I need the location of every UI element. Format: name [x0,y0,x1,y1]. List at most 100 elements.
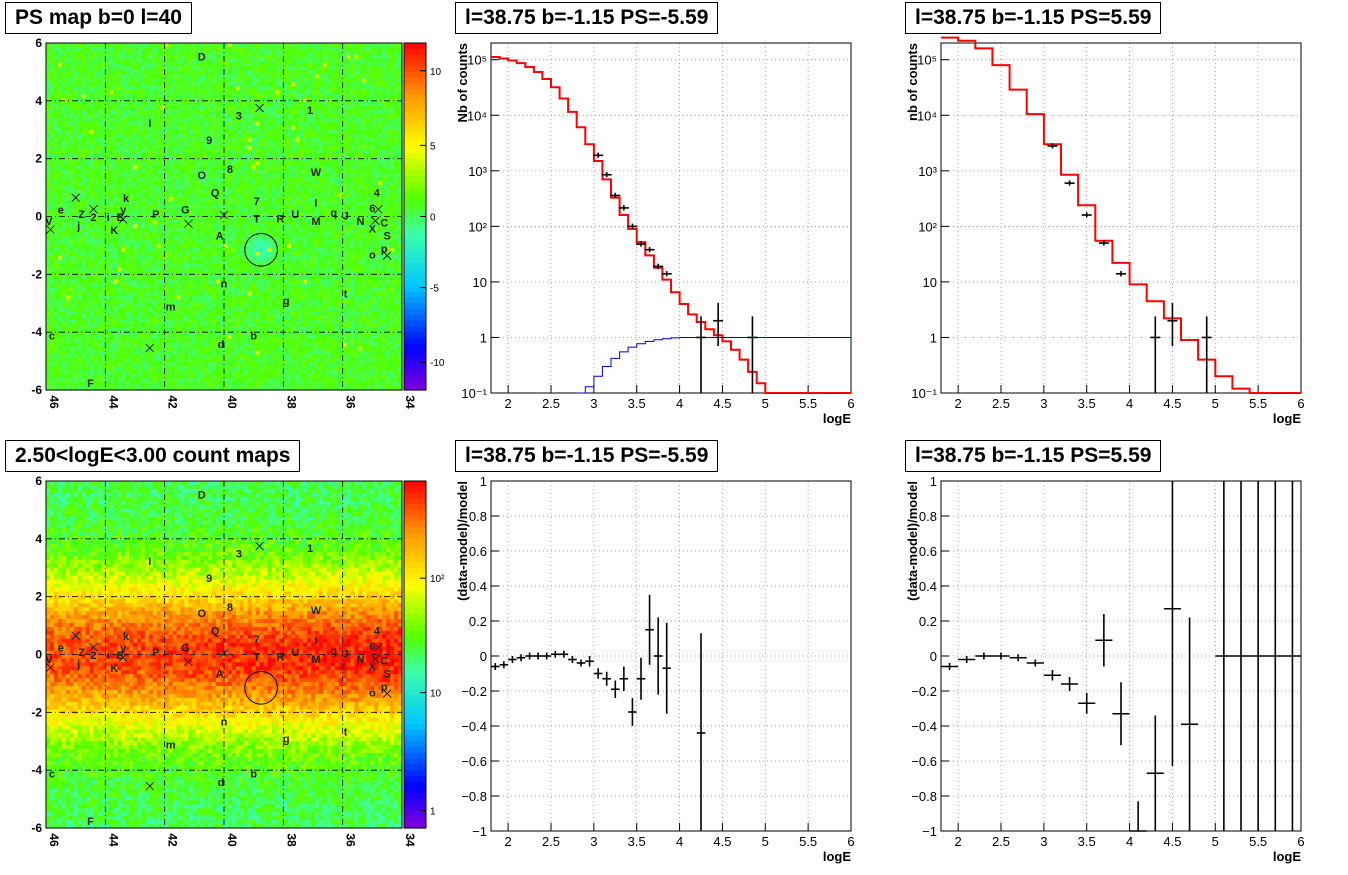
ps-map-pixel [93,121,99,127]
ps-map-pixel [156,326,162,332]
ps-map-pixel [148,259,154,265]
ps-map-pixel [121,319,126,324]
ps-map-pixel [160,283,166,289]
ps-map-pixel [93,346,99,352]
ps-map-pixel [77,145,83,151]
ps-map-pixel [227,137,233,143]
ps-map-pixel [255,46,261,52]
ps-map-pixel [85,240,91,245]
ps-map-pixel [227,110,233,115]
ps-map-pixel [53,338,59,344]
ps-map-pixel [121,58,126,64]
ps-map-pixel [243,354,249,360]
ps-map-pixel [259,259,265,265]
ps-map-pixel [212,153,217,158]
ps-map-pixel [97,330,102,336]
ps-map-pixel [263,354,269,360]
ps-map-pixel [113,50,118,56]
ps-map-pixel [180,374,186,379]
ps-map-pixel [216,184,221,190]
ps-map-pixel [243,121,249,127]
ps-map-pixel [81,307,87,312]
ps-map-pixel [89,382,95,387]
ps-map-pixel [140,50,146,56]
ps-map-pixel [85,220,91,225]
ps-map-pixel [65,366,71,371]
ps-map-pixel [109,244,114,249]
ps-map-pixel [117,303,122,308]
ps-map-pixel [180,204,186,210]
ps-map-pixel [172,354,178,360]
ps-map-pixel [235,125,241,131]
ps-map-pixel [224,382,229,387]
ps-map-pixel [53,303,59,308]
ps-map-pixel [133,204,138,210]
ps-map-pixel [125,82,130,87]
ps-map-pixel [176,165,182,170]
ps-map-pixel [53,161,59,166]
ps-map-pixel [85,236,91,241]
ps-map-pixel [180,161,186,166]
ps-map-pixel [89,78,95,84]
ps-map-pixel [243,117,249,123]
ps-map-pixel [259,330,265,336]
ps-map-pixel [109,184,114,190]
ps-map-pixel [227,291,233,296]
ps-map-pixel [53,94,59,99]
ps-map-pixel [239,70,245,76]
ps-map-pixel [65,342,71,348]
ps-map-pixel [239,90,245,95]
ps-map-pixel [235,70,241,76]
ps-map-pixel [140,322,146,328]
ps-map-pixel [65,291,71,296]
ps-map-pixel [93,354,99,360]
ps-map-pixel [247,137,253,143]
ps-map-pixel [156,244,162,249]
ps-map-pixel [224,354,229,360]
ps-map-pixel [196,338,201,344]
ps-map-pixel [251,307,257,312]
ps-map-pixel [156,58,162,64]
ps-map-pixel [109,169,114,174]
ps-map-pixel [196,121,201,127]
ps-map-pixel [133,129,138,135]
ps-map-pixel [53,374,59,379]
ps-map-pixel [77,43,83,48]
ps-map-pixel [89,255,95,261]
ps-map-pixel [85,354,91,360]
ps-map-pixel [220,165,225,170]
ps-map-pixel [188,110,193,115]
ps-map-pixel [133,133,138,139]
ps-map-pixel [239,370,245,375]
ps-map-pixel [57,141,63,147]
ps-map-pixel [184,149,189,155]
ps-map-pixel [184,46,189,52]
ps-map-pixel [125,279,130,285]
ps-map-pixel [196,319,201,324]
ps-map-pixel [267,90,273,95]
ps-map-pixel [196,208,201,214]
ps-map-pixel [144,319,150,324]
ps-map-pixel [121,173,126,178]
ps-map-pixel [216,291,221,296]
ps-map-pixel [105,129,110,135]
ps-map-pixel [46,342,51,348]
ps-map-pixel [235,378,241,383]
ps-map-pixel [152,236,158,241]
ps-map-pixel [251,255,257,261]
ps-map-pixel [113,370,118,375]
ps-map-pixel [267,188,273,194]
ps-map-pixel [109,259,114,265]
ps-map-pixel [113,354,118,360]
ps-map-pixel [97,319,102,324]
ps-map-pixel [239,82,245,87]
ps-map-pixel [188,157,193,162]
ps-map-pixel [180,125,186,131]
ps-map-pixel [113,338,118,344]
ps-map-pixel [148,299,154,304]
ps-map-pixel [259,255,265,261]
ps-map-pixel [105,46,110,52]
ps-map-pixel [97,386,102,391]
ps-map-pixel [247,165,253,170]
ps-map-pixel [204,74,209,80]
